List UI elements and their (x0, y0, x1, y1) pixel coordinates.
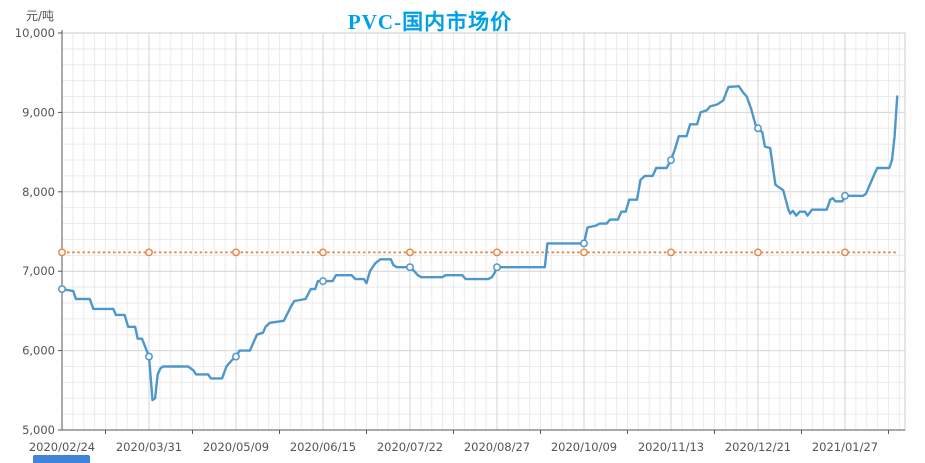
price-line-marker (145, 352, 153, 361)
x-tick-label: 2020/05/09 (203, 440, 269, 454)
average-line-marker (841, 248, 849, 257)
plot-border (61, 32, 906, 431)
y-tick-label: 6,000 (22, 344, 55, 358)
average-line-marker (667, 248, 675, 257)
price-line-marker (667, 156, 675, 164)
average-line-marker (232, 248, 240, 257)
x-tick-label: 2020/11/13 (638, 440, 704, 454)
axes (58, 30, 905, 434)
average-line-marker (406, 248, 414, 257)
average-line-marker (754, 248, 762, 257)
y-tick-label: 9,000 (22, 105, 55, 119)
chart-title: PVC-国内市场价 (347, 10, 513, 34)
x-tick-label: 2021/01/27 (812, 440, 878, 454)
average-reference-line (58, 248, 898, 257)
y-axis-unit-label: 元/吨 (26, 9, 55, 23)
price-line-series (58, 84, 899, 402)
x-tick-label: 2020/06/15 (290, 440, 356, 454)
price-line-marker (841, 191, 849, 200)
x-tick-label: 2020/07/22 (377, 440, 443, 454)
price-line-marker (493, 263, 501, 272)
x-axis-labels: 2020/02/24 2020/03/31 2020/05/09 2020/06/15… (29, 440, 878, 454)
y-tick-label: 7,000 (22, 264, 55, 278)
y-axis-labels: 5,000 6,000 7,000 8,000 9,000 10,000 (15, 26, 55, 437)
x-tick-label: 2020/03/31 (116, 440, 182, 454)
y-tick-label: 10,000 (15, 26, 55, 40)
x-tick-label: 2020/12/21 (725, 440, 791, 454)
average-line-marker (493, 248, 501, 257)
x-tick-label: 2020/08/27 (464, 440, 530, 454)
price-line-marker (580, 239, 588, 248)
price-line-marker (58, 285, 66, 294)
price-line (60, 84, 899, 402)
grid-major (61, 32, 906, 431)
price-line-marker (232, 352, 240, 361)
average-line-marker (580, 248, 588, 257)
x-tick-label: 2020/02/24 (29, 440, 95, 454)
price-line-marker (319, 277, 327, 286)
x-tick-label: 2020/10/09 (551, 440, 617, 454)
average-line-marker (145, 248, 153, 257)
price-line-marker (754, 124, 762, 133)
partial-blue-element[interactable] (33, 455, 90, 463)
average-line-marker (58, 248, 66, 257)
price-line-marker (406, 263, 414, 272)
grid-minor (62, 33, 905, 430)
y-tick-label: 5,000 (22, 423, 55, 437)
y-tick-label: 8,000 (22, 185, 55, 199)
average-line-marker (319, 248, 327, 257)
